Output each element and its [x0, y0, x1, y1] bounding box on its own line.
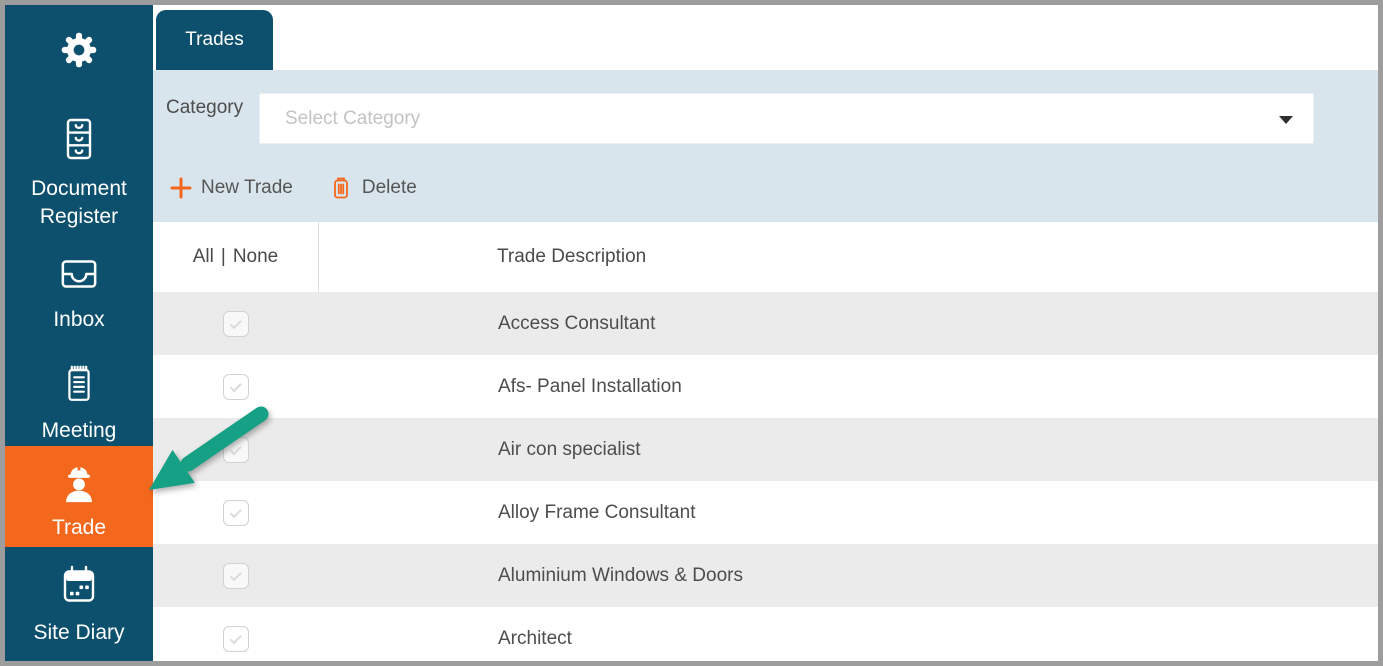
trade-description-cell: Architect [498, 627, 572, 649]
check-icon [229, 505, 242, 518]
table-row: Afs- Panel Installation [153, 355, 1378, 418]
table-row: Aluminium Windows & Doors [153, 544, 1378, 607]
plus-icon [170, 177, 192, 199]
delete-label: Delete [361, 177, 417, 198]
row-checkbox[interactable] [223, 310, 249, 337]
sidebar-item-label: Inbox [53, 308, 105, 331]
select-none-link[interactable]: None [232, 246, 279, 267]
sidebar-item-trade[interactable]: Trade [5, 446, 153, 547]
category-label: Category [166, 97, 244, 118]
check-icon [229, 379, 242, 392]
row-checkbox[interactable] [223, 499, 249, 526]
new-trade-button[interactable]: New Trade [170, 177, 293, 199]
new-trade-label: New Trade [201, 177, 293, 198]
trade-description-cell: Air con specialist [498, 438, 641, 460]
toolbar: Category Select Category New Trade [153, 70, 1378, 222]
trade-description-cell: Aluminium Windows & Doors [498, 564, 743, 586]
trash-icon [329, 175, 353, 201]
inbox-icon [5, 252, 153, 301]
check-icon [229, 568, 242, 581]
table-row: Alloy Frame Consultant [153, 481, 1378, 544]
check-icon [229, 316, 242, 329]
category-row: Category Select Category [153, 70, 1378, 145]
sidebar-item-label: Trade [51, 516, 107, 539]
sidebar-item-inbox[interactable]: Inbox [5, 252, 153, 334]
select-all-link[interactable]: All [192, 246, 214, 267]
sidebar: Document Register Inbox [5, 5, 153, 661]
table-header: All | None Trade Description [153, 222, 1378, 292]
tab-label: Trades [185, 29, 244, 50]
row-checkbox[interactable] [223, 373, 249, 400]
sidebar-item-label: Meeting [41, 419, 117, 442]
check-icon [229, 631, 242, 644]
category-select-placeholder: Select Category [285, 108, 421, 129]
sidebar-item-site-diary[interactable]: Site Diary [5, 547, 153, 661]
trade-icon [5, 462, 153, 511]
row-checkbox[interactable] [223, 436, 249, 463]
row-checkbox[interactable] [223, 625, 249, 652]
select-separator: | [220, 246, 226, 267]
sidebar-item-label: Document Register [31, 177, 127, 228]
row-checkbox[interactable] [223, 562, 249, 589]
sidebar-item-label: Site Diary [33, 621, 125, 644]
table-row: Access Consultant [153, 292, 1378, 355]
select-column-header: All | None [153, 222, 319, 292]
trade-table-body: Access Consultant Afs- Panel Installatio… [153, 292, 1378, 661]
delete-button[interactable]: Delete [329, 175, 417, 201]
site-diary-icon [5, 561, 153, 614]
main-content: Trades Category Select Category [153, 5, 1378, 661]
trade-description-cell: Afs- Panel Installation [498, 375, 682, 397]
trade-description-header: Trade Description [497, 246, 647, 267]
trade-description-cell: Access Consultant [498, 312, 656, 334]
category-select[interactable]: Select Category [259, 93, 1314, 144]
chevron-down-icon[interactable] [1279, 116, 1293, 124]
meeting-icon [5, 361, 153, 412]
document-register-icon [5, 115, 153, 170]
table-row: Architect [153, 607, 1378, 661]
trade-description-cell: Alloy Frame Consultant [498, 501, 696, 523]
sidebar-item-document-register[interactable]: Document Register [5, 115, 153, 231]
check-icon [229, 442, 242, 455]
sidebar-item-meeting[interactable]: Meeting [5, 361, 153, 445]
table-row: Air con specialist [153, 418, 1378, 481]
toolbar-buttons: New Trade Delete [153, 168, 417, 208]
gear-icon [5, 27, 153, 78]
tab-trades[interactable]: Trades [156, 10, 273, 70]
sidebar-item-settings[interactable] [5, 27, 153, 78]
